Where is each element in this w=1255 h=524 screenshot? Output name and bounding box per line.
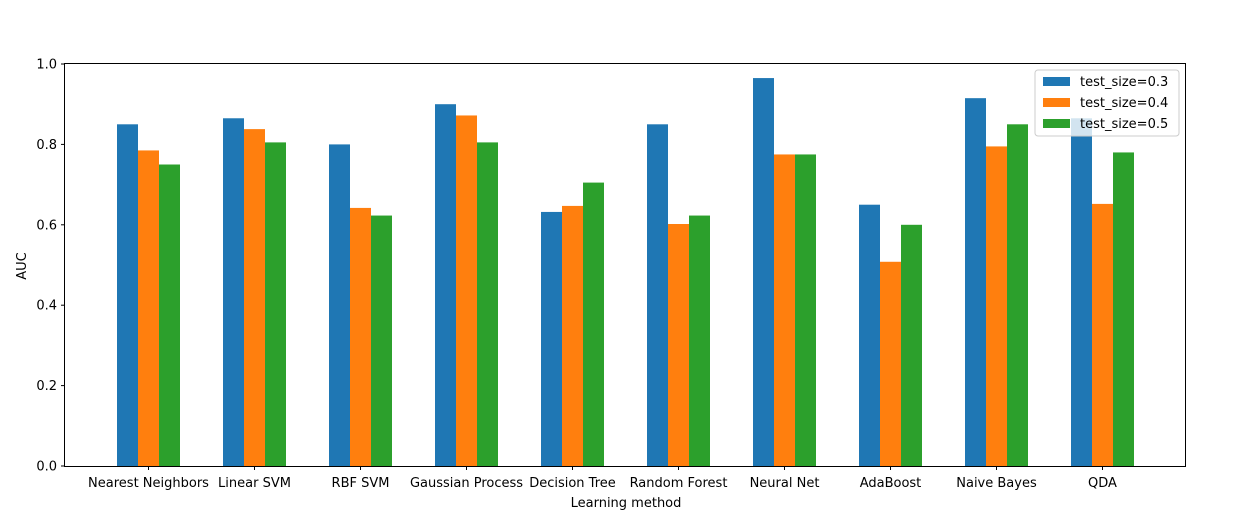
x-tick-label: Random Forest [630, 476, 728, 491]
bar-series-3-neural-net [795, 154, 816, 466]
legend-swatch-1 [1043, 77, 1070, 86]
x-axis: Nearest Neighbors Linear SVM RBF SVM Gaussi… [88, 466, 1117, 491]
bar-series-1-linear-svm [223, 118, 244, 467]
bar-series-1-adaboost [859, 204, 880, 466]
y-tick-label: 1.0 [36, 58, 57, 73]
bar-series-3-random-forest [689, 215, 710, 466]
x-tick-label: Naive Bayes [956, 476, 1037, 491]
bar-series-2-qda [1092, 203, 1113, 466]
x-tick-label: Gaussian Process [410, 476, 523, 491]
bar-series-2-rbf-svm [350, 207, 371, 467]
x-tick-label: Neural Net [750, 476, 820, 491]
legend-swatch-3 [1043, 119, 1070, 128]
bar-series-1-nearest-neighbors [117, 124, 138, 467]
x-tick-label: Nearest Neighbors [88, 476, 209, 491]
plot-frame [64, 63, 1186, 467]
bar-series-2-linear-svm [244, 129, 265, 466]
legend-swatch-2 [1043, 98, 1070, 107]
bar-series-3-decision-tree [583, 182, 604, 466]
y-tick-label: 0.0 [36, 460, 57, 475]
x-axis-label: Learning method [571, 496, 682, 511]
bar-series-1-decision-tree [541, 211, 562, 466]
bar-series-1-neural-net [753, 78, 774, 466]
bar-series-1-gaussian-process [435, 104, 456, 466]
legend-label-2: test_size=0.4 [1080, 96, 1168, 111]
bar-series-3-linear-svm [265, 142, 286, 466]
y-tick-label: 0.2 [36, 379, 57, 394]
x-tick-label: Decision Tree [529, 476, 616, 491]
bars-layer [117, 78, 1134, 467]
bar-series-1-random-forest [647, 124, 668, 467]
bar-series-2-neural-net [774, 154, 795, 466]
bar-series-3-rbf-svm [371, 215, 392, 466]
bar-series-3-gaussian-process [477, 142, 498, 466]
bar-series-2-nearest-neighbors [138, 150, 159, 466]
legend-box [1034, 69, 1180, 137]
y-tick-label: 0.8 [36, 138, 57, 153]
legend-label-3: test_size=0.5 [1080, 117, 1168, 132]
y-tick-label: 0.4 [36, 299, 57, 314]
y-axis-label: AUC [15, 252, 30, 280]
x-tick-label: RBF SVM [332, 476, 390, 491]
bar-series-1-qda [1071, 118, 1092, 467]
y-axis: 0.0 0.2 0.4 0.6 0.8 1.0 [36, 58, 65, 475]
bar-series-2-random-forest [668, 224, 689, 466]
bar-series-1-rbf-svm [329, 144, 350, 466]
bar-series-3-naive-bayes [1007, 124, 1028, 467]
bar-series-2-naive-bayes [986, 146, 1007, 466]
bar-series-3-qda [1113, 152, 1134, 466]
x-tick-label: QDA [1088, 476, 1117, 491]
bar-series-3-adaboost [901, 224, 922, 466]
bar-series-2-adaboost [880, 261, 901, 466]
legend-label-1: test_size=0.3 [1080, 75, 1168, 90]
bar-series-1-naive-bayes [965, 98, 986, 467]
x-tick-label: Linear SVM [218, 476, 291, 491]
bar-series-2-gaussian-process [456, 115, 477, 467]
legend: test_size=0.3 test_size=0.4 test_size=0.5 [1034, 69, 1180, 137]
bar-series-2-decision-tree [562, 205, 583, 466]
x-tick-label: AdaBoost [860, 476, 922, 491]
bar-series-3-nearest-neighbors [159, 164, 180, 466]
y-tick-label: 0.6 [36, 218, 57, 233]
